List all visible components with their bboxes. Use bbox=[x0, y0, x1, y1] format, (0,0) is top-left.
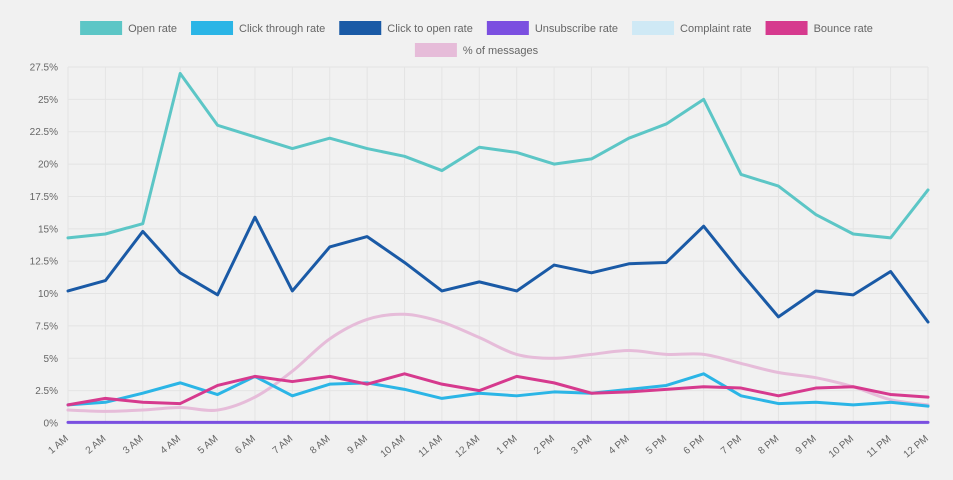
legend-item-of-messages[interactable]: % of messages bbox=[414, 43, 539, 57]
y-tick-label: 15% bbox=[38, 224, 58, 235]
legend-swatch bbox=[765, 21, 808, 35]
legend-swatch bbox=[339, 21, 382, 35]
x-tick-label: 4 PM bbox=[607, 433, 632, 456]
y-tick-label: 2.5% bbox=[35, 386, 58, 397]
legend-label: Click through rate bbox=[239, 23, 325, 35]
series-lines bbox=[66, 71, 930, 425]
y-tick-label: 7.5% bbox=[35, 321, 58, 332]
x-tick-label: 1 PM bbox=[495, 433, 520, 456]
y-tick-label: 27.5% bbox=[30, 63, 58, 74]
x-tick-label: 4 AM bbox=[159, 433, 184, 456]
x-tick-label: 6 AM bbox=[233, 433, 258, 456]
y-tick-label: 0% bbox=[44, 419, 59, 430]
x-tick-label: 1 AM bbox=[46, 433, 71, 456]
legend-label: Open rate bbox=[128, 23, 177, 35]
legend-item-bounce-rate[interactable]: Bounce rate bbox=[765, 21, 873, 35]
x-tick-label: 11 PM bbox=[865, 433, 894, 460]
x-tick-label: 2 PM bbox=[532, 433, 557, 456]
x-tick-label: 7 PM bbox=[719, 433, 744, 456]
grid bbox=[67, 66, 929, 424]
series-line-open-rate bbox=[66, 71, 930, 240]
x-tick-label: 12 PM bbox=[902, 433, 931, 460]
series-line-click-to-open-rate bbox=[66, 215, 930, 324]
legend-swatch bbox=[486, 21, 529, 35]
y-tick-label: 25% bbox=[38, 95, 58, 106]
x-tick-label: 12 AM bbox=[453, 433, 482, 460]
series-line-bounce-rate bbox=[66, 372, 930, 407]
legend-item-click-through-rate[interactable]: Click through rate bbox=[191, 21, 325, 35]
legend-label: Click to open rate bbox=[387, 23, 473, 35]
series-line-click-through-rate bbox=[66, 372, 930, 408]
legend-label: Bounce rate bbox=[814, 23, 873, 35]
x-tick-label: 6 PM bbox=[682, 433, 707, 456]
x-tick-label: 5 PM bbox=[644, 433, 669, 456]
legend-swatch bbox=[414, 43, 457, 57]
legend-item-unsubscribe-rate[interactable]: Unsubscribe rate bbox=[486, 21, 618, 35]
x-tick-label: 8 AM bbox=[308, 433, 333, 456]
legend-item-click-to-open-rate[interactable]: Click to open rate bbox=[339, 21, 473, 35]
series-line-of-messages bbox=[66, 312, 930, 413]
y-tick-label: 20% bbox=[38, 160, 58, 171]
x-tick-label: 5 AM bbox=[196, 433, 221, 456]
x-tick-label: 7 AM bbox=[271, 433, 296, 456]
legend-label: Complaint rate bbox=[680, 23, 752, 35]
legend-swatch bbox=[191, 21, 234, 35]
x-tick-label: 10 AM bbox=[379, 433, 408, 460]
x-tick-label: 9 PM bbox=[794, 433, 819, 456]
x-tick-label: 11 AM bbox=[417, 433, 445, 459]
x-tick-label: 3 PM bbox=[569, 433, 594, 456]
y-tick-label: 10% bbox=[38, 289, 58, 300]
y-tick-label: 22.5% bbox=[30, 127, 58, 138]
x-tick-label: 3 AM bbox=[121, 433, 146, 456]
legend-label: % of messages bbox=[463, 45, 539, 57]
legend-swatch bbox=[632, 21, 675, 35]
x-tick-label: 9 AM bbox=[345, 433, 370, 456]
y-tick-label: 17.5% bbox=[30, 192, 58, 203]
legend: Open rate Click through rate Click to open… bbox=[80, 21, 873, 57]
legend-label: Unsubscribe rate bbox=[535, 23, 618, 35]
y-tick-label: 12.5% bbox=[30, 257, 58, 268]
x-tick-label: 10 PM bbox=[827, 433, 856, 460]
legend-item-open-rate[interactable]: Open rate bbox=[80, 21, 177, 35]
legend-swatch bbox=[80, 21, 123, 35]
x-tick-label: 2 AM bbox=[84, 433, 109, 456]
legend-item-complaint-rate[interactable]: Complaint rate bbox=[632, 21, 752, 35]
y-tick-label: 5% bbox=[44, 354, 59, 365]
x-tick-label: 8 PM bbox=[756, 433, 781, 456]
